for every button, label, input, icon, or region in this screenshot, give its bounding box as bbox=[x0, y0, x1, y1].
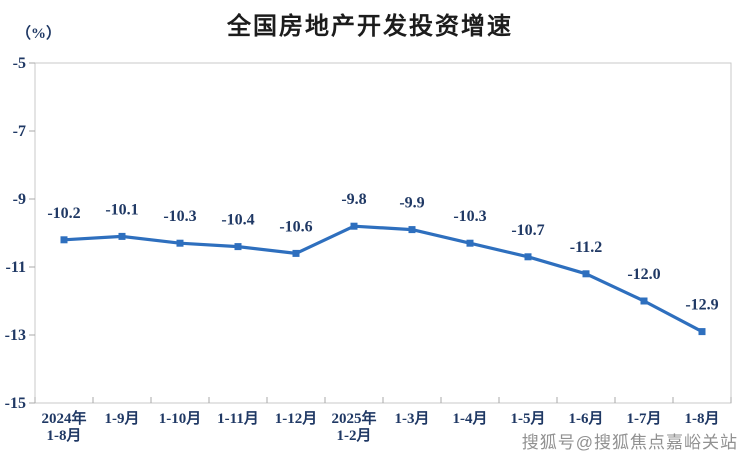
data-point-label: -10.3 bbox=[163, 208, 196, 225]
data-point-label: -9.9 bbox=[399, 195, 424, 212]
y-axis-unit-label: （%） bbox=[16, 26, 62, 42]
data-point-marker bbox=[698, 328, 706, 336]
x-category-label: 1-4月 bbox=[453, 410, 488, 427]
x-category-label: 1-7月 bbox=[627, 410, 662, 427]
data-point-label: -10.7 bbox=[511, 222, 544, 239]
data-point-marker bbox=[640, 297, 648, 305]
x-category-label: 1-5月 bbox=[511, 410, 546, 427]
data-point-label: -10.6 bbox=[279, 218, 312, 235]
data-point-marker bbox=[466, 239, 474, 247]
data-point-label: -12.9 bbox=[685, 297, 718, 314]
data-point-marker bbox=[176, 239, 184, 247]
data-point-marker bbox=[524, 253, 532, 261]
data-point-marker bbox=[60, 236, 68, 244]
data-point-marker bbox=[234, 243, 242, 251]
y-tick-label: -13 bbox=[5, 327, 26, 344]
y-tick-label: -9 bbox=[13, 191, 26, 208]
y-tick-label: -5 bbox=[13, 55, 26, 72]
y-tick-label: -15 bbox=[5, 395, 26, 412]
x-category-label: 1-12月 bbox=[275, 410, 318, 427]
trend-line bbox=[62, 224, 704, 334]
x-category-label: 1-11月 bbox=[217, 410, 259, 427]
data-point-marker bbox=[292, 249, 300, 257]
data-point-label: -12.0 bbox=[627, 266, 660, 283]
data-point-label: -10.3 bbox=[453, 208, 486, 225]
y-tick-label: -11 bbox=[6, 259, 26, 276]
data-point-marker bbox=[118, 232, 126, 240]
y-tick-label: -7 bbox=[13, 123, 26, 140]
data-point-label: -10.2 bbox=[47, 205, 80, 222]
chart-title: 全国房地产开发投资增速 bbox=[227, 13, 513, 40]
plot-frame bbox=[34, 62, 732, 404]
data-point-label: -11.2 bbox=[570, 239, 602, 256]
data-point-label: -10.4 bbox=[221, 212, 254, 229]
x-category-label: 1-9月 bbox=[105, 410, 140, 427]
data-point-marker bbox=[582, 270, 590, 278]
x-category-label: 2025年 1-2月 bbox=[331, 409, 376, 444]
watermark-text: 搜狐号@搜狐焦点嘉峪关站 bbox=[521, 433, 738, 452]
data-point-label: -10.1 bbox=[105, 201, 138, 218]
x-category-label: 1-6月 bbox=[569, 410, 604, 427]
x-category-label: 2024年 1-8月 bbox=[41, 409, 86, 444]
x-category-label: 1-3月 bbox=[395, 410, 430, 427]
data-point-marker bbox=[350, 222, 358, 230]
data-point-label: -9.8 bbox=[341, 191, 366, 208]
x-category-label: 1-10月 bbox=[159, 410, 202, 427]
data-point-marker bbox=[408, 226, 416, 234]
x-category-label: 1-8月 bbox=[685, 410, 720, 427]
